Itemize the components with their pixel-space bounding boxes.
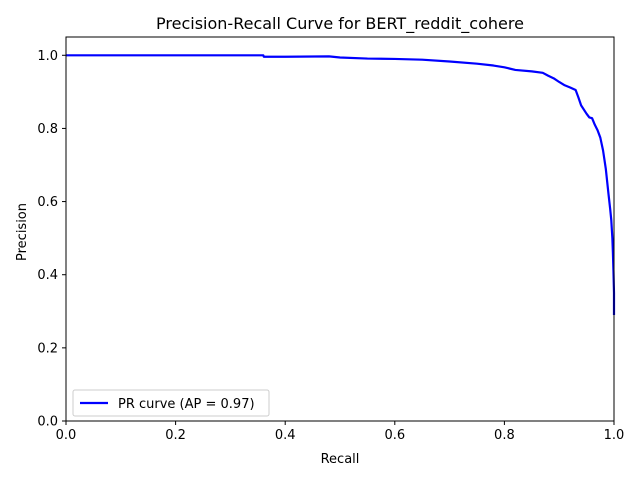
chart-title: Precision-Recall Curve for BERT_reddit_c… [156, 14, 524, 34]
y-tick-label: 0.4 [37, 268, 58, 283]
x-tick-label: 0.6 [384, 428, 405, 443]
x-axis-label: Recall [321, 452, 360, 467]
x-tick-label: 0.4 [275, 428, 296, 443]
y-tick-label: 0.8 [37, 122, 58, 137]
axes-frame [65, 36, 615, 422]
y-tick-label: 0.6 [37, 195, 58, 210]
legend-label: PR curve (AP = 0.97) [118, 397, 255, 412]
x-tick-label: 0.2 [165, 428, 186, 443]
x-tick-label: 0.8 [494, 428, 515, 443]
x-tick-label: 0.0 [56, 428, 77, 443]
y-tick-label: 1.0 [37, 49, 58, 64]
y-tick-label: 0.2 [37, 341, 58, 356]
legend: PR curve (AP = 0.97) [72, 389, 270, 417]
plot-area: 0.0 0.2 0.4 0.6 0.8 1.0 0.0 0.2 0.4 0.6 0.8 1.0 [37, 36, 625, 443]
pr-curve-line-0 [66, 54, 616, 315]
x-tick-label: 1.0 [604, 428, 625, 443]
y-tick-label: 0.0 [37, 415, 58, 430]
legend-box [72, 389, 270, 417]
y-axis-label: Precision [15, 203, 30, 261]
